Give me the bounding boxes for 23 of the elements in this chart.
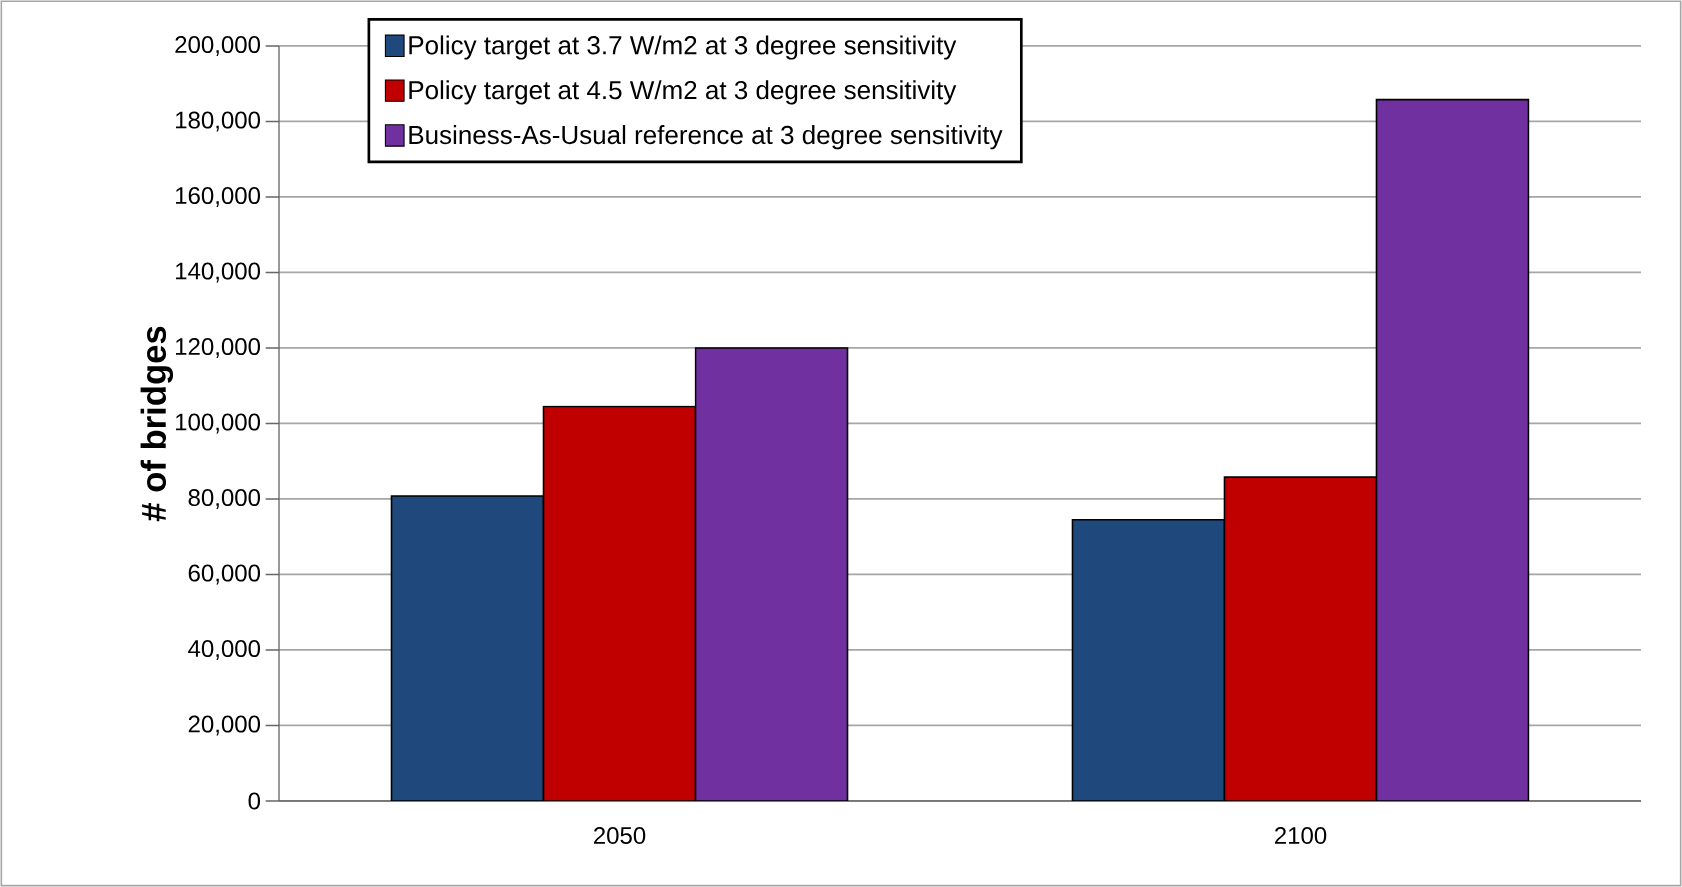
legend-label: Policy target at 3.7 W/m2 at 3 degree sensitivity: [409, 35, 957, 60]
y-tick-label: 40,000: [188, 640, 261, 660]
y-tick-label: 0: [248, 792, 261, 810]
y-tick-label: 60,000: [188, 564, 261, 585]
y-tick-label: 120,000: [176, 338, 261, 358]
y-tick-label: 100,000: [176, 413, 261, 434]
y-tick-label: 80,000: [188, 489, 261, 509]
y-tick-label: 180,000: [176, 111, 261, 132]
x-tick-label: 2050: [594, 827, 646, 845]
bar: [1375, 98, 1530, 801]
x-tick-label: 2100: [1275, 827, 1327, 845]
bar: [1071, 518, 1226, 801]
y-tick-label: 160,000: [176, 187, 261, 207]
legend-label: Business-As-Usual reference at 3 degree sensitivity: [409, 125, 1003, 150]
y-tick-label: 20,000: [188, 715, 261, 736]
bar: [390, 495, 545, 801]
y-axis-title: # of bridges: [140, 326, 174, 522]
bar: [694, 347, 849, 801]
y-tick-label: 200,000: [175, 36, 261, 56]
bar: [1223, 476, 1378, 801]
bar: [542, 405, 697, 801]
legend-label: Policy target at 4.5 W/m2 at 3 degree sensitivity: [409, 80, 957, 105]
y-tick-label: 140,000: [176, 262, 261, 283]
